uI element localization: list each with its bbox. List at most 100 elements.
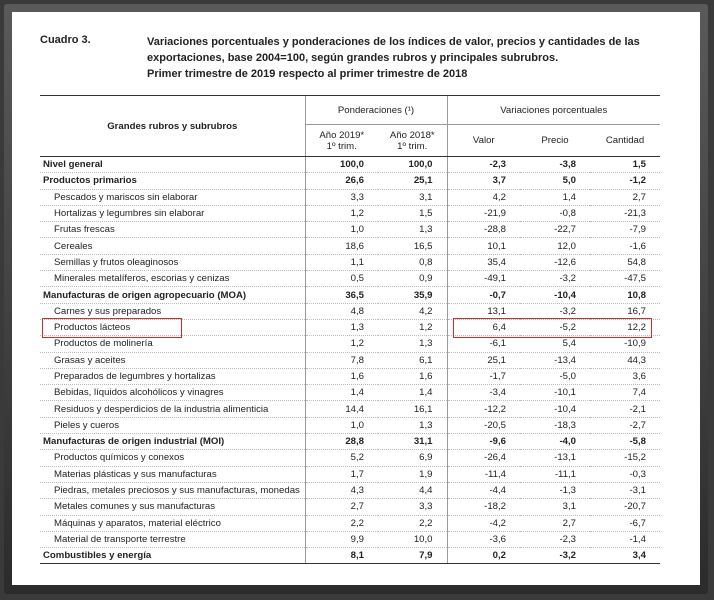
row-name-text: Material de transporte terrestre: [54, 533, 186, 545]
cell: -3,6: [446, 531, 521, 549]
cell: 44,3: [590, 352, 661, 369]
cell: 1,2: [378, 319, 448, 337]
row-name-text: Productos primarios: [43, 175, 137, 187]
cell: 2,2: [304, 515, 378, 532]
cell: -18,3: [520, 417, 591, 435]
table-row: Productos de molinería 1,2 1,3 -6,1 5,4 -10,9: [40, 335, 661, 353]
row-name-text: Carnes y sus preparados: [54, 305, 162, 317]
cell: -20,7: [590, 498, 661, 516]
cell: 1,2: [304, 205, 378, 223]
table-label: Cuadro 3.: [40, 34, 91, 46]
table-row: Semillas y frutos oleaginosos 1,1 0,8 35,4-…: [40, 254, 661, 272]
cell: 3,1: [520, 498, 591, 516]
table-row: Metales comunes y sus manufacturas 2,7 3,3…: [40, 498, 661, 516]
row-name: Nivel general: [40, 156, 305, 174]
cell: 16,7: [590, 303, 661, 320]
cell: -2,1: [590, 400, 661, 418]
cell: -13,1: [520, 449, 591, 467]
table-row: Nivel general 100,0 100,0 -2,3 -3,8 1,5: [40, 156, 661, 174]
row-name: Materias plásticas y sus manufacturas: [40, 466, 305, 483]
cell: 36,5: [304, 286, 378, 304]
cell: -3,1: [590, 482, 661, 500]
cell: -4,2: [446, 515, 521, 532]
row-name-text: Productos de molinería: [54, 338, 153, 350]
table-row: Pescados y mariscos sin elaborar 3,3 3,1 4,…: [40, 189, 661, 206]
cell: -5,2: [520, 319, 591, 337]
cell: 1,1: [304, 254, 378, 272]
cell: -1,6: [590, 237, 661, 255]
table-row: Productos primarios 26,6 25,1 3,7 5,0 -1,2: [40, 172, 661, 190]
table-title: Variaciones porcentuales y ponderaciones…: [147, 34, 640, 82]
row-name-text: Máquinas y aparatos, material eléctrico: [54, 517, 221, 529]
cell: -12,2: [446, 400, 521, 418]
cell: 1,0: [304, 221, 378, 239]
row-name: Semillas y frutos oleaginosos: [40, 254, 305, 272]
table-row: Bebidas, líquidos alcohólicos y vinagres…: [40, 384, 661, 402]
cell: 100,0: [378, 156, 448, 174]
cell: 100,0: [304, 156, 378, 174]
row-name-text: Nivel general: [43, 159, 103, 171]
column-header-line: Año 2018*: [389, 129, 435, 141]
table-row: Carnes y sus preparados 4,8 4,2 13,1 -3,2 16,…: [40, 303, 661, 320]
table-row: Cereales 18,6 16,5 10,1 12,0 -1,6: [40, 237, 661, 255]
cell: -10,9: [590, 335, 661, 353]
cell: -1,3: [520, 482, 591, 500]
column-header-line: Valor: [472, 135, 495, 147]
row-header: Grandes rubros y subrubros: [40, 95, 305, 157]
table-row: Máquinas y aparatos, material eléctrico 2…: [40, 515, 661, 532]
row-name: Grasas y aceites: [40, 352, 305, 369]
column-header: Cantidad: [590, 124, 661, 157]
row-name: Productos de molinería: [40, 335, 305, 353]
cell: -3,2: [520, 303, 591, 320]
row-name-text: Combustibles y energía: [43, 550, 152, 562]
cell: -4,4: [446, 482, 521, 500]
cell: -0,8: [520, 205, 591, 223]
cell: 1,4: [520, 189, 591, 206]
cell: 1,0: [304, 417, 378, 435]
cell: 2,7: [304, 498, 378, 516]
cell: 9,9: [304, 531, 378, 549]
cell: 1,3: [378, 417, 448, 435]
cell: 54,8: [590, 254, 661, 272]
cell: -11,4: [446, 466, 521, 483]
table-head: Grandes rubros y subrubros Ponderaciones …: [40, 94, 661, 157]
row-name: Hortalizas y legumbres sin elaborar: [40, 205, 305, 223]
cell: 0,5: [304, 270, 378, 288]
cell: -9,6: [446, 433, 521, 451]
row-name: Frutas frescas: [40, 221, 305, 239]
cell: -0,3: [590, 466, 661, 483]
group-header: Ponderaciones (¹): [304, 94, 448, 126]
data-table: Grandes rubros y subrubros Ponderaciones …: [40, 94, 661, 565]
cell: -10,1: [520, 384, 591, 402]
cell: -3,8: [520, 156, 591, 174]
row-name: Manufacturas de origen industrial (MOI): [40, 433, 305, 451]
cell: 1,6: [304, 368, 378, 386]
cell: -1,4: [590, 531, 661, 549]
cell: -10,4: [520, 400, 591, 418]
table-body: Nivel general 100,0 100,0 -2,3 -3,8 1,5 Produc…: [40, 156, 661, 565]
row-name: Manufacturas de origen agropecuario (MOA…: [40, 286, 305, 304]
title-line: exportaciones, base 2004=100, según gran…: [147, 52, 559, 64]
column-header-line: 1º trim.: [326, 140, 357, 152]
cell: -5,8: [590, 433, 661, 451]
table-row: Frutas frescas 1,0 1,3 -28,8 -22,7 -7,9: [40, 221, 661, 239]
cell: 2,7: [520, 515, 591, 532]
row-name: Pieles y cueros: [40, 417, 305, 435]
table-row: Manufacturas de origen industrial (MOI) 2…: [40, 433, 661, 451]
cell: 10,8: [590, 286, 661, 304]
row-name: Preparados de legumbres y hortalizas: [40, 368, 305, 386]
row-name-text: Productos lácteos: [54, 322, 131, 334]
row-name-text: Residuos y desperdicios de la industria …: [54, 403, 269, 415]
row-name: Metales comunes y sus manufacturas: [40, 498, 305, 516]
table-row: Manufacturas de origen agropecuario (MOA…: [40, 286, 661, 304]
cell: -2,3: [446, 156, 521, 174]
cell: 25,1: [446, 352, 521, 369]
cell: 35,4: [446, 254, 521, 272]
cell: 1,3: [378, 221, 448, 239]
cell: 2,2: [378, 515, 448, 532]
row-name-text: Metales comunes y sus manufacturas: [54, 501, 216, 513]
row-name: Piedras, metales preciosos y sus manufac…: [40, 482, 305, 500]
cell: 3,3: [378, 498, 448, 516]
row-name: Productos químicos y conexos: [40, 449, 305, 467]
